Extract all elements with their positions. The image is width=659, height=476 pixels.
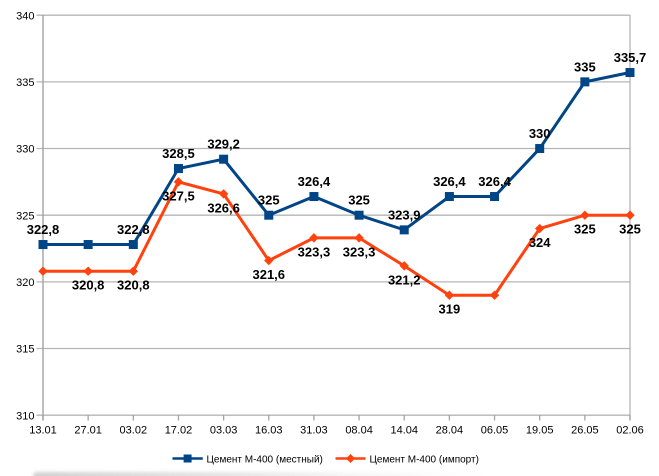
- svg-text:321,6: 321,6: [252, 267, 285, 282]
- svg-text:325: 325: [348, 193, 370, 208]
- svg-text:330: 330: [529, 126, 551, 141]
- svg-text:325: 325: [619, 222, 641, 237]
- svg-text:17.02: 17.02: [165, 425, 193, 437]
- svg-text:16.03: 16.03: [255, 425, 283, 437]
- svg-text:322,8: 322,8: [117, 222, 150, 237]
- svg-text:31.03: 31.03: [300, 425, 328, 437]
- svg-text:325: 325: [258, 193, 280, 208]
- svg-text:324: 324: [529, 235, 551, 250]
- svg-text:02.06: 02.06: [616, 425, 644, 437]
- svg-text:319: 319: [439, 302, 461, 317]
- svg-text:335,7: 335,7: [614, 50, 647, 65]
- svg-text:06.05: 06.05: [481, 425, 509, 437]
- svg-text:28.04: 28.04: [436, 425, 464, 437]
- svg-text:335: 335: [574, 59, 596, 74]
- svg-text:321,2: 321,2: [388, 272, 421, 287]
- svg-text:326,4: 326,4: [433, 174, 466, 189]
- svg-text:327,5: 327,5: [162, 188, 195, 203]
- svg-text:326,6: 326,6: [207, 200, 240, 215]
- svg-text:325: 325: [16, 210, 34, 222]
- svg-text:320: 320: [16, 277, 34, 289]
- svg-text:326,4: 326,4: [478, 174, 511, 189]
- svg-text:08.04: 08.04: [345, 425, 373, 437]
- svg-text:323,3: 323,3: [343, 244, 376, 259]
- svg-text:329,2: 329,2: [207, 137, 240, 152]
- svg-text:330: 330: [16, 144, 34, 156]
- svg-text:322,8: 322,8: [27, 222, 60, 237]
- svg-text:27.01: 27.01: [74, 425, 102, 437]
- svg-text:Цемент М-400 (импорт): Цемент М-400 (импорт): [370, 455, 479, 466]
- svg-text:323,9: 323,9: [388, 207, 421, 222]
- svg-text:03.02: 03.02: [120, 425, 148, 437]
- svg-text:323,3: 323,3: [298, 244, 331, 259]
- svg-text:19.05: 19.05: [526, 425, 554, 437]
- svg-text:326,4: 326,4: [298, 174, 331, 189]
- svg-text:325: 325: [574, 222, 596, 237]
- svg-text:26.05: 26.05: [571, 425, 599, 437]
- svg-text:03.03: 03.03: [210, 425, 238, 437]
- svg-text:14.04: 14.04: [390, 425, 418, 437]
- svg-text:Цемент М-400 (местный): Цемент М-400 (местный): [207, 455, 323, 466]
- svg-text:315: 315: [16, 344, 34, 356]
- svg-text:13.01: 13.01: [29, 425, 57, 437]
- svg-text:320,8: 320,8: [72, 278, 105, 293]
- svg-text:340: 340: [16, 10, 34, 22]
- svg-text:310: 310: [16, 410, 34, 422]
- svg-text:328,5: 328,5: [162, 146, 195, 161]
- svg-text:320,8: 320,8: [117, 278, 150, 293]
- svg-text:335: 335: [16, 77, 34, 89]
